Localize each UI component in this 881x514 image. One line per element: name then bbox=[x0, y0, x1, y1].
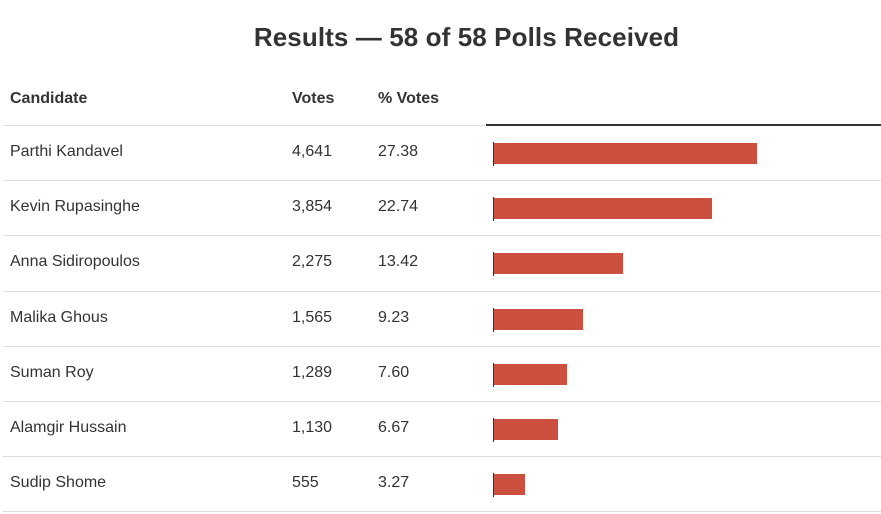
vote-share-bar bbox=[494, 474, 526, 496]
bar-baseline bbox=[493, 307, 494, 332]
vote-share-bar bbox=[494, 363, 567, 385]
bar-baseline bbox=[493, 417, 494, 442]
vote-share-bar bbox=[494, 198, 713, 220]
votes-value: 1,289 bbox=[292, 363, 333, 381]
votes-value: 3,854 bbox=[292, 198, 333, 216]
vote-share-bar bbox=[494, 143, 757, 164]
percent-votes-value: 13.42 bbox=[378, 253, 419, 271]
table-row: Parthi Kandavel 4,641 27.38 bbox=[3, 126, 881, 182]
results-table-body: Parthi Kandavel 4,641 27.38 Kevin Rupasingh… bbox=[0, 126, 881, 513]
votes-value: 555 bbox=[292, 474, 319, 492]
candidate-name: Sudip Shome bbox=[10, 474, 107, 492]
percent-votes-value: 27.38 bbox=[378, 143, 419, 160]
header-percent-votes: % Votes bbox=[378, 90, 440, 107]
header-votes: Votes bbox=[292, 90, 335, 107]
vote-share-bar bbox=[494, 418, 559, 440]
table-row: Alamgir Hussain 1,130 6.67 bbox=[3, 402, 881, 458]
bar-column-header-rule bbox=[486, 124, 881, 126]
candidate-name: Suman Roy bbox=[10, 363, 94, 381]
table-header: Candidate Votes % Votes bbox=[0, 72, 881, 126]
candidate-name: Anna Sidiropoulos bbox=[10, 253, 140, 271]
table-row: Sudip Shome 555 3.27 bbox=[3, 457, 881, 513]
bar-baseline bbox=[493, 362, 494, 387]
table-row: Suman Roy 1,289 7.60 bbox=[3, 347, 881, 402]
percent-votes-value: 3.27 bbox=[378, 474, 410, 492]
percent-votes-value: 9.23 bbox=[378, 308, 410, 326]
table-row: Kevin Rupasinghe 3,854 22.74 bbox=[3, 181, 881, 237]
percent-votes-value: 22.74 bbox=[378, 198, 419, 216]
header-candidate: Candidate bbox=[10, 90, 88, 107]
bar-baseline bbox=[493, 142, 494, 166]
vote-share-bar bbox=[494, 253, 623, 275]
candidate-name: Kevin Rupasinghe bbox=[10, 198, 140, 216]
candidate-name: Malika Ghous bbox=[10, 308, 108, 326]
votes-value: 2,275 bbox=[292, 253, 333, 271]
table-row: Anna Sidiropoulos 2,275 13.42 bbox=[3, 236, 881, 292]
header-divider bbox=[3, 125, 485, 126]
percent-votes-value: 7.60 bbox=[378, 363, 410, 381]
candidate-name: Parthi Kandavel bbox=[10, 143, 123, 160]
chart-title: Results — 58 of 58 Polls Received bbox=[253, 22, 680, 52]
candidate-name: Alamgir Hussain bbox=[10, 418, 127, 436]
table-row: Malika Ghous 1,565 9.23 bbox=[3, 292, 881, 347]
bar-baseline bbox=[493, 473, 494, 498]
votes-value: 1,130 bbox=[292, 418, 333, 436]
percent-votes-value: 6.67 bbox=[378, 418, 410, 436]
vote-share-bar bbox=[494, 308, 583, 330]
votes-value: 4,641 bbox=[292, 143, 333, 160]
bar-baseline bbox=[493, 197, 494, 222]
bar-baseline bbox=[493, 252, 494, 277]
votes-value: 1,565 bbox=[292, 308, 333, 326]
